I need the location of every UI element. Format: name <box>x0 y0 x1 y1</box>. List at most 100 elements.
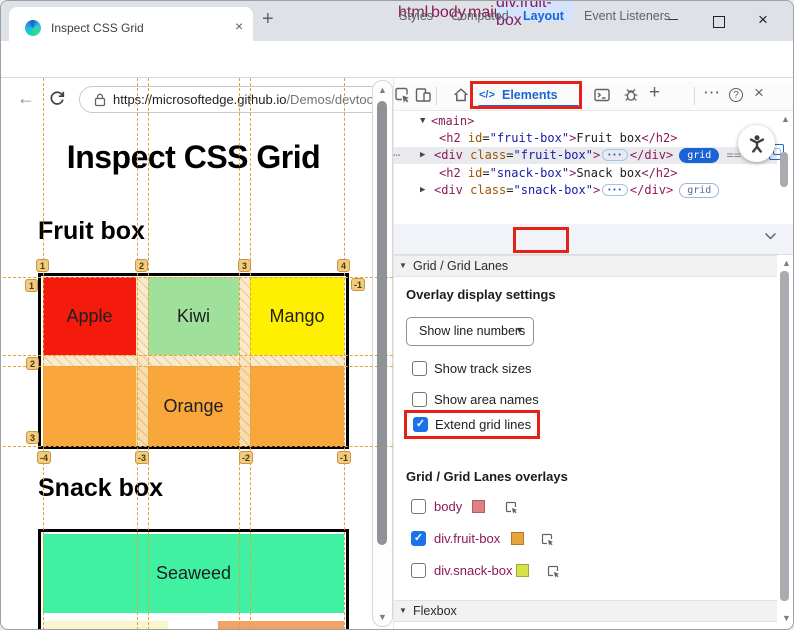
checkbox-overlay-fruit-box[interactable]: ✓ <box>411 531 426 546</box>
dom-row-div-fruit-selected[interactable]: ⋯ ▶ <div class="fruit-box"> ••• </div> grid =… <box>393 144 784 164</box>
grid-line-number: 2 <box>26 357 39 370</box>
checkbox-label[interactable]: Show area names <box>434 392 539 407</box>
overlay-label-fruit-box: div.fruit-box <box>434 531 501 546</box>
scroll-up-icon[interactable]: ▲ <box>378 85 387 95</box>
panel-tab-bar <box>394 224 793 255</box>
overlay-color-swatch <box>516 564 529 577</box>
cell-label: Seaweed <box>155 563 232 583</box>
url-host: https://microsoftedge.github.io <box>113 92 287 107</box>
grid-line-horizontal <box>3 366 393 367</box>
grid-cell-mango: Mango <box>250 277 344 355</box>
grid-line-number: 3 <box>26 431 39 444</box>
select-element-icon[interactable] <box>540 532 555 547</box>
console-drawer-icon[interactable] <box>593 86 611 104</box>
address-bar: ← https://microsoftedge.github.io/Demos/… <box>1 41 793 113</box>
toolbar-divider <box>436 87 437 105</box>
dom-row-main[interactable]: ▼ <main> <box>420 114 475 128</box>
refresh-icon[interactable] <box>48 89 66 107</box>
cell-label: Orange <box>163 395 224 416</box>
window-maximize-button[interactable] <box>713 16 725 28</box>
scroll-down-icon[interactable]: ▼ <box>378 612 387 622</box>
toolbar-divider <box>694 87 695 105</box>
section-grid-lanes[interactable]: ▼ Grid / Grid Lanes <box>394 255 777 277</box>
devtools-splitter[interactable] <box>393 78 394 629</box>
section-flexbox[interactable]: ▼ Flexbox <box>394 600 777 622</box>
breadcrumb-div-fruit-box[interactable]: div.fruit-box <box>496 1 574 29</box>
grid-cell-partial-left <box>43 621 168 629</box>
checkbox-overlay-snack-box[interactable] <box>411 563 426 578</box>
checkbox-extend-grid-lines[interactable]: ✓ <box>413 417 428 432</box>
checkbox-label[interactable]: Extend grid lines <box>435 417 532 432</box>
section-expand-icon: ▼ <box>399 606 407 615</box>
section-title: Flexbox <box>413 604 457 618</box>
line-numbers-dropdown[interactable]: Show line numbers ▼ <box>406 317 534 346</box>
grid-line-horizontal <box>3 277 393 278</box>
chevron-down-icon[interactable] <box>764 232 777 241</box>
select-element-icon[interactable] <box>504 500 519 515</box>
annotation-box-layout <box>513 227 569 253</box>
grid-line-vertical <box>239 78 240 629</box>
breadcrumb-html[interactable]: html <box>398 4 429 21</box>
dom-row-h2-snack[interactable]: <h2 id="snack-box">Snack box</h2> <box>439 166 678 180</box>
bug-icon[interactable] <box>622 86 640 104</box>
grid-line-horizontal <box>3 355 393 356</box>
grid-line-vertical <box>137 78 138 629</box>
help-icon[interactable]: ? <box>729 88 743 102</box>
dom-row-div-snack[interactable]: ▶ <div class="snack-box"> ••• </div> grid <box>394 182 777 199</box>
grid-cell-partial-right <box>218 621 344 629</box>
grid-line-number: 2 <box>135 259 148 272</box>
cell-label: Apple <box>66 305 113 326</box>
annotation-box-elements <box>470 81 582 109</box>
grid-line-vertical <box>344 78 345 629</box>
dom-scroll-up-icon[interactable]: ▲ <box>781 114 790 124</box>
devtools-more-icon[interactable]: ⋯ <box>703 83 720 102</box>
breadcrumb-body[interactable]: body <box>431 4 466 21</box>
page-title: Inspect CSS Grid <box>66 139 321 175</box>
breadcrumb-main[interactable]: main <box>468 4 503 21</box>
overlay-display-settings-title: Overlay display settings <box>406 287 556 302</box>
edge-favicon <box>25 20 41 36</box>
grid-line-vertical <box>43 78 44 629</box>
section-expand-icon: ▼ <box>399 261 407 270</box>
devtools-close-icon[interactable]: × <box>754 83 764 102</box>
tab-layout[interactable]: Layout <box>523 9 564 23</box>
home-icon[interactable] <box>452 86 470 104</box>
accessibility-fab[interactable] <box>738 125 775 162</box>
tab-styles[interactable]: Styles <box>399 9 434 23</box>
dom-row-h2-fruit[interactable]: <h2 id="fruit-box">Fruit box</h2> <box>439 131 678 145</box>
tab-event-listeners[interactable]: Event Listeners <box>584 9 671 23</box>
checkbox-show-track-sizes[interactable] <box>412 361 427 376</box>
tab-computed[interactable]: Computed <box>451 9 509 23</box>
inspect-element-icon[interactable] <box>393 86 411 104</box>
lock-icon[interactable] <box>93 92 107 108</box>
window-close-button[interactable]: × <box>758 10 768 29</box>
back-icon[interactable]: ← <box>17 88 35 108</box>
dropdown-caret-icon: ▼ <box>515 325 524 335</box>
accessibility-person-icon <box>749 134 764 153</box>
add-tools-icon[interactable]: + <box>649 82 661 103</box>
browser-tab[interactable]: Inspect CSS Grid × <box>9 7 253 41</box>
tab-close-icon[interactable]: × <box>235 18 244 34</box>
devtools-scroll-up-icon[interactable]: ▲ <box>782 258 791 268</box>
device-emulation-icon[interactable] <box>414 86 432 104</box>
fruit-box-heading: Fruit box <box>38 217 145 245</box>
section-title: Grid / Grid Lanes <box>413 259 509 273</box>
page-scrollbar-thumb[interactable] <box>377 101 387 545</box>
window-minimize-button[interactable]: — <box>665 11 678 26</box>
grid-line-number: 1 <box>25 279 38 292</box>
cell-label: Kiwi <box>176 305 210 326</box>
devtools-scrollbar-thumb[interactable] <box>780 271 789 601</box>
grid-line-vertical <box>250 78 251 629</box>
grid-cell-apple: Apple <box>43 277 136 355</box>
checkbox-overlay-body[interactable] <box>411 499 426 514</box>
grid-cell-seaweed: Seaweed <box>43 534 344 613</box>
grid-cell-orange: Orange <box>43 366 344 446</box>
url-text[interactable]: https://microsoftedge.github.io/Demos/de… <box>113 92 413 107</box>
devtools-scroll-down-icon[interactable]: ▼ <box>782 613 791 623</box>
grid-line-number: -4 <box>37 451 52 464</box>
dom-scrollbar-thumb[interactable] <box>780 152 788 187</box>
new-tab-button[interactable]: + <box>262 8 274 30</box>
checkbox-show-area-names[interactable] <box>412 392 427 407</box>
checkbox-label[interactable]: Show track sizes <box>434 361 532 376</box>
select-element-icon[interactable] <box>546 564 561 579</box>
